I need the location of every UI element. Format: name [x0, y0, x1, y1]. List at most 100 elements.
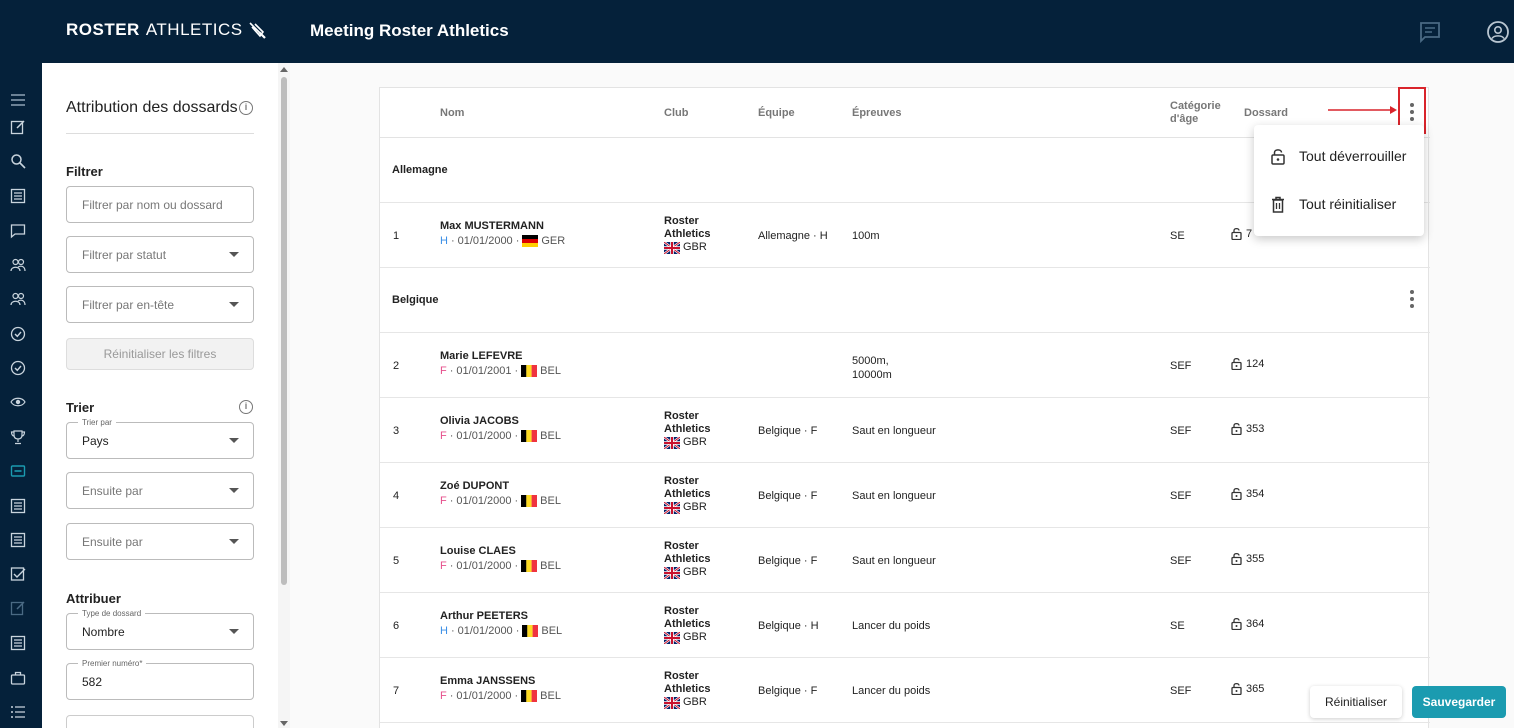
lock-open-icon[interactable]	[1231, 357, 1242, 370]
bib-cell[interactable]: 365	[1231, 682, 1264, 695]
row-number: 7	[393, 685, 400, 697]
list-icon[interactable]	[10, 532, 26, 548]
bib-type-select[interactable]: Type de dossard Nombre	[66, 609, 254, 650]
more-vert-icon[interactable]	[1409, 290, 1415, 310]
check-circle-icon[interactable]	[10, 360, 26, 376]
table-row[interactable]: 3 Olivia JACOBS F · 01/01/2000 · BEL Roster …	[380, 398, 1430, 463]
list-bullets-icon[interactable]	[10, 704, 26, 720]
flag-uk-icon	[664, 241, 680, 254]
chat-icon[interactable]	[1418, 20, 1442, 44]
filter-status-select[interactable]: Filtrer par statut	[66, 236, 254, 273]
info-icon[interactable]: i	[239, 400, 253, 414]
bib-cell[interactable]: 124	[1231, 357, 1264, 370]
list-icon[interactable]	[10, 188, 26, 204]
table-row[interactable]: 4 Zoé DUPONT F · 01/01/2000 · BEL Roster Ath…	[380, 463, 1430, 528]
menu-item-label: Tout déverrouiller	[1299, 148, 1407, 164]
athlete-name: Zoé DUPONT	[440, 480, 510, 492]
lock-open-icon[interactable]	[1231, 422, 1242, 435]
col-team[interactable]: Équipe	[758, 107, 795, 119]
chevron-down-icon	[229, 252, 239, 257]
briefcase-icon[interactable]	[10, 670, 26, 686]
save-button[interactable]: Sauvegarder	[1412, 686, 1506, 718]
lock-open-icon[interactable]	[1231, 552, 1242, 565]
scrollbar-thumb[interactable]	[281, 77, 287, 585]
sex-label: H	[440, 235, 448, 247]
list-icon[interactable]	[10, 498, 26, 514]
col-category-line2: d'âge	[1170, 113, 1199, 125]
checkbox-icon[interactable]	[10, 566, 26, 582]
athlete-name: Louise CLAES	[440, 545, 516, 557]
table-row[interactable]: 1 Max MUSTERMANN H · 01/01/2000 · GER Roster…	[380, 203, 1430, 268]
lock-open-icon[interactable]	[1231, 227, 1242, 240]
bib-cell[interactable]: 353	[1231, 422, 1264, 435]
people-icon[interactable]	[10, 291, 26, 307]
birth-date: 01/01/2000	[456, 690, 512, 702]
club-cell: Roster Athletics GBR	[664, 605, 710, 644]
info-icon[interactable]: i	[239, 101, 253, 115]
bib-cell[interactable]: 7	[1231, 227, 1252, 240]
reset-filters-button[interactable]: Réinitialiser les filtres	[66, 338, 254, 370]
row-number: 2	[393, 360, 400, 372]
lock-open-icon[interactable]	[1231, 487, 1242, 500]
assign-button[interactable]	[66, 715, 254, 728]
actions-menu: Tout déverrouiller Tout réinitialiser	[1254, 125, 1424, 236]
team-cell: Belgique · F	[758, 685, 818, 697]
group-icon[interactable]	[10, 257, 26, 273]
table-row[interactable]: 7 Emma JANSSENS F · 01/01/2000 · BEL Roster …	[380, 658, 1430, 723]
then-by-select-1[interactable]: Ensuite par	[66, 472, 254, 509]
search-icon[interactable]	[10, 153, 26, 169]
col-category[interactable]: Catégorie d'âge	[1170, 100, 1221, 126]
sort-by-value: Pays	[82, 433, 109, 448]
club-name-line2: Athletics	[664, 423, 711, 435]
list-icon[interactable]	[10, 635, 26, 651]
bib-cell[interactable]: 355	[1231, 552, 1264, 565]
scroll-down-icon[interactable]	[280, 721, 288, 726]
bib-cell[interactable]: 364	[1231, 617, 1264, 630]
then-by-select-2[interactable]: Ensuite par	[66, 523, 254, 560]
col-events[interactable]: Épreuves	[852, 107, 902, 119]
col-name[interactable]: Nom	[440, 107, 465, 119]
bib-icon[interactable]	[10, 463, 26, 479]
first-number-input[interactable]: Premier numéro* 582	[66, 659, 254, 700]
filter-status-placeholder: Filtrer par statut	[82, 247, 167, 262]
more-vert-icon[interactable]	[1409, 103, 1415, 123]
app-logo[interactable]: ROSTER ATHLETICS	[66, 20, 267, 40]
top-bar: ROSTER ATHLETICS Meeting Roster Athletic…	[0, 0, 1514, 63]
menu-item-unlock-all[interactable]: Tout déverrouiller	[1254, 132, 1424, 180]
menu-item-reset-all[interactable]: Tout réinitialiser	[1254, 180, 1424, 228]
athlete-cell: Marie LEFEVRE F · 01/01/2001 · BEL	[440, 350, 561, 377]
scroll-up-icon[interactable]	[280, 67, 288, 72]
logo-mark-icon	[249, 22, 266, 39]
table-row[interactable]: 2 Marie LEFEVRE F · 01/01/2001 · BEL 5000m, …	[380, 333, 1430, 398]
col-club[interactable]: Club	[664, 107, 689, 119]
edit-icon[interactable]	[10, 119, 26, 135]
filter-name-input[interactable]: Filtrer par nom ou dossard	[66, 186, 254, 223]
menu-icon[interactable]	[10, 92, 26, 108]
account-icon[interactable]	[1486, 20, 1510, 44]
lock-open-icon[interactable]	[1231, 617, 1242, 630]
chat-icon[interactable]	[10, 223, 26, 239]
bib-number: 354	[1246, 487, 1265, 500]
table-row[interactable]: 6 Arthur PEETERS H · 01/01/2000 · BEL Roster…	[380, 593, 1430, 658]
reset-button[interactable]: Réinitialiser	[1310, 686, 1402, 718]
events-cell: Saut en longueur	[852, 425, 936, 437]
edit-disabled-icon	[10, 601, 25, 616]
bib-cell[interactable]: 354	[1231, 487, 1264, 500]
lock-open-icon[interactable]	[1231, 682, 1242, 695]
check-circle-icon[interactable]	[10, 326, 26, 342]
team-cell: Allemagne · H	[758, 230, 828, 242]
trophy-icon[interactable]	[10, 429, 26, 445]
eye-icon[interactable]	[10, 394, 26, 410]
country-code: GER	[541, 235, 566, 247]
bib-number: 355	[1246, 552, 1265, 565]
filter-header-select[interactable]: Filtrer par en-tête	[66, 286, 254, 323]
bib-number: 124	[1246, 357, 1265, 370]
divider	[66, 133, 254, 134]
then-by-placeholder: Ensuite par	[82, 534, 143, 549]
col-bib[interactable]: Dossard	[1244, 107, 1289, 119]
sort-by-select[interactable]: Trier par Pays	[66, 418, 254, 459]
table-row[interactable]: 5 Louise CLAES F · 01/01/2000 · BEL Roster A…	[380, 528, 1430, 593]
panel-scrollbar[interactable]	[278, 63, 290, 728]
athlete-meta: F · 01/01/2000 · BEL	[440, 560, 561, 572]
row-number: 4	[393, 490, 400, 502]
